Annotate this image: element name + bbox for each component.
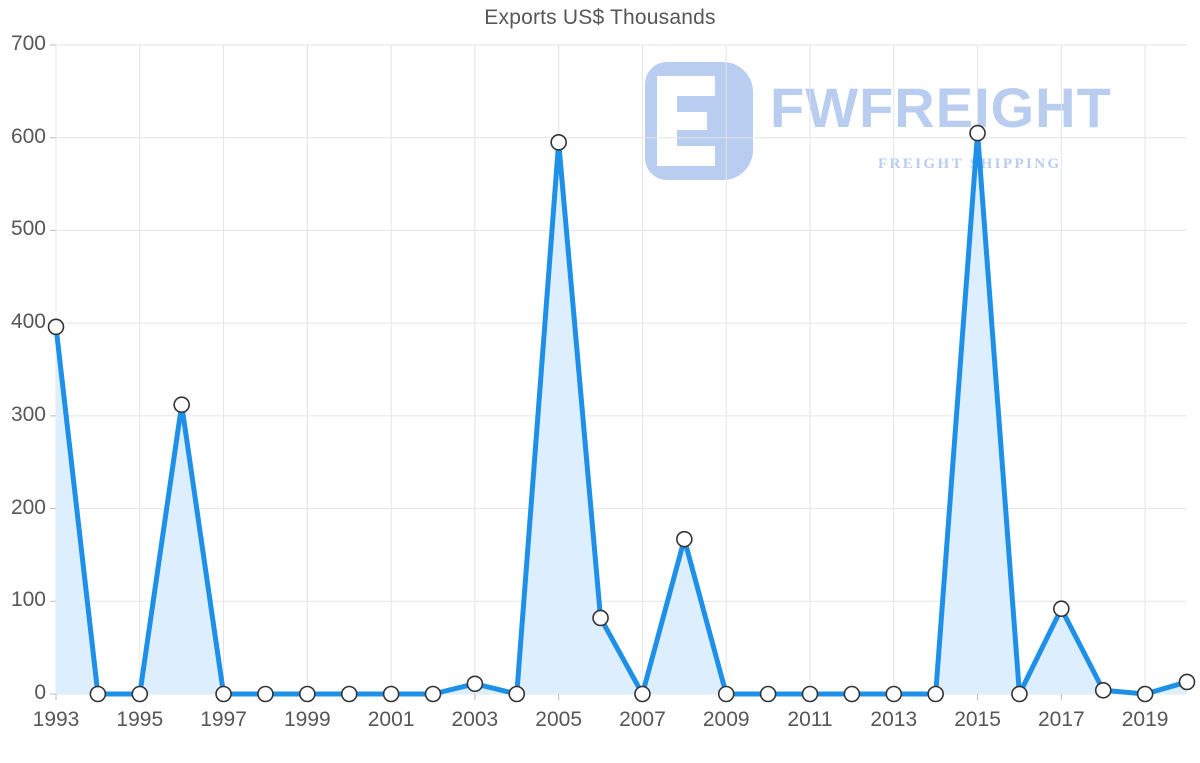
x-axis-tick-label: 1999 <box>283 708 331 731</box>
data-point-marker[interactable] <box>508 685 526 703</box>
data-point-marker[interactable] <box>1136 685 1154 703</box>
x-axis-tick-label: 2011 <box>787 708 833 731</box>
page-title: Exports US$ Thousands <box>484 6 716 29</box>
x-axis-tick-label: 2019 <box>1121 708 1169 731</box>
data-point-marker[interactable] <box>47 318 65 336</box>
data-point-marker[interactable] <box>89 685 107 703</box>
data-point-marker[interactable] <box>299 685 316 703</box>
data-point-marker[interactable] <box>1011 685 1028 703</box>
data-point-marker[interactable] <box>131 685 149 703</box>
data-point-marker[interactable] <box>759 685 777 703</box>
y-axis-tick-label: 200 <box>10 495 46 519</box>
data-point-marker[interactable] <box>801 685 819 703</box>
data-point-marker[interactable] <box>215 685 232 703</box>
y-axis-tick-label: 500 <box>10 217 46 241</box>
x-axis-tick-label: 2009 <box>702 708 750 731</box>
data-point-marker[interactable] <box>717 685 735 703</box>
data-point-marker[interactable] <box>1053 600 1070 618</box>
x-axis-tick-label: 2017 <box>1037 708 1085 731</box>
data-point-marker[interactable] <box>173 396 190 414</box>
y-axis-tick-label: 300 <box>10 402 46 426</box>
data-point-marker[interactable] <box>634 685 651 703</box>
data-point-marker[interactable] <box>466 675 484 693</box>
x-axis-tick-label: 2003 <box>451 708 499 731</box>
y-axis-tick-label: 700 <box>10 32 46 55</box>
x-axis-tick-label: 2001 <box>367 708 415 731</box>
data-point-marker[interactable] <box>843 685 861 703</box>
data-point-marker[interactable] <box>927 685 944 703</box>
x-axis-tick-label: 1997 <box>200 708 247 731</box>
data-point-marker[interactable] <box>257 685 274 703</box>
data-point-markers[interactable] <box>47 124 1196 703</box>
y-axis-tick-label: 400 <box>10 310 46 334</box>
x-axis-tick-label: 2005 <box>535 708 583 731</box>
y-axis-tick-label: 0 <box>34 681 46 704</box>
data-point-marker[interactable] <box>382 685 400 703</box>
data-point-marker[interactable] <box>1178 673 1196 691</box>
data-point-marker[interactable] <box>1094 681 1112 699</box>
x-axis-tick-label: 1995 <box>116 708 164 731</box>
x-axis-tick-label: 2013 <box>870 708 918 731</box>
x-axis-tick-label: 1993 <box>32 708 80 731</box>
data-point-marker[interactable] <box>885 685 903 703</box>
data-point-marker[interactable] <box>550 134 567 151</box>
data-point-marker[interactable] <box>424 685 442 703</box>
x-axis-tick-label: 2007 <box>619 708 666 731</box>
y-axis-tick-label: 600 <box>10 124 46 148</box>
data-point-marker[interactable] <box>969 124 986 142</box>
data-point-marker[interactable] <box>676 530 693 548</box>
x-axis-tick-label: 2015 <box>954 708 1001 731</box>
data-point-marker[interactable] <box>340 685 358 703</box>
gridlines <box>50 44 1187 700</box>
area-fill <box>56 133 1187 694</box>
data-point-marker[interactable] <box>592 609 609 627</box>
y-axis-tick-label: 100 <box>10 588 46 612</box>
data-line <box>53 130 1190 697</box>
